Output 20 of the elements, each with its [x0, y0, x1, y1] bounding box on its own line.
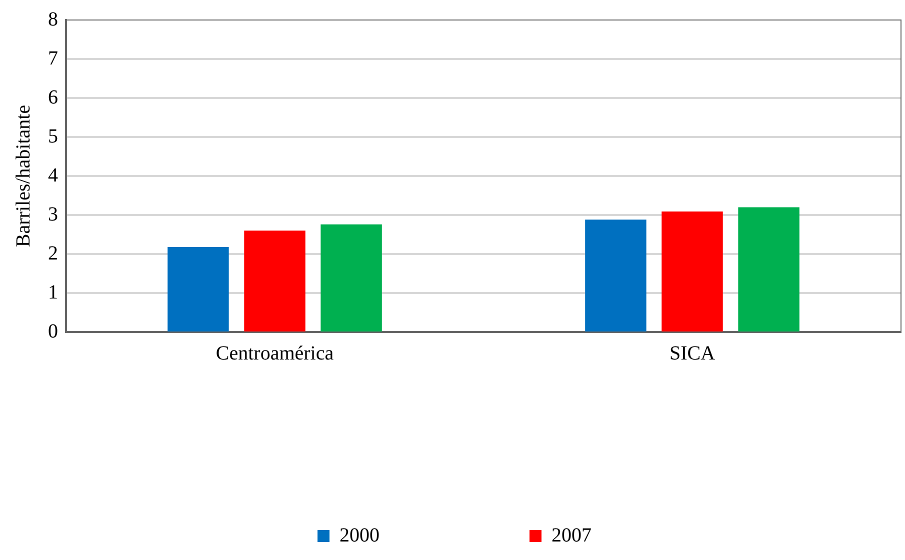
bar: [662, 211, 723, 332]
x-tick-label: Centroamérica: [216, 342, 334, 364]
bar: [320, 224, 382, 332]
y-axis-title: Barriles/habitante: [12, 104, 34, 248]
y-tick-label: 0: [48, 320, 58, 342]
legend-label: 2007: [552, 524, 592, 546]
bar: [244, 230, 306, 332]
bar: [585, 220, 646, 332]
bar: [168, 246, 229, 332]
y-tick-label: 1: [48, 281, 58, 304]
y-tick-label: 8: [48, 8, 58, 30]
y-tick-label: 4: [48, 164, 58, 186]
y-tick-label: 5: [48, 125, 58, 148]
y-tick-label: 3: [48, 203, 58, 226]
y-tick-label: 6: [48, 86, 58, 108]
y-tick-label: 2: [48, 242, 58, 264]
bar: [738, 207, 800, 332]
x-tick-label: SICA: [669, 342, 716, 364]
y-tick-label: 7: [48, 47, 58, 70]
legend-label: 2000: [340, 524, 380, 546]
